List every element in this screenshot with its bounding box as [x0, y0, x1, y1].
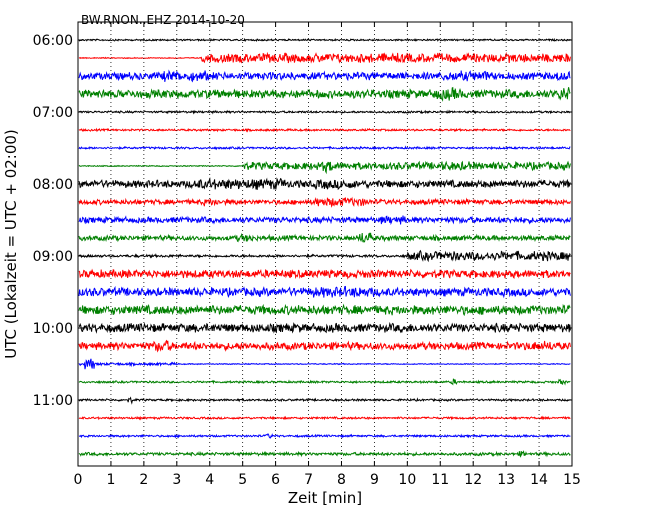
x-tick-label: 11 [431, 472, 449, 488]
plot-frame [77, 21, 573, 467]
y-axis-label: UTC (Lokalzeit = UTC + 02:00) [2, 129, 20, 359]
trace-0745 [78, 160, 571, 175]
trace-1100 [78, 396, 571, 405]
trace-0715 [78, 127, 571, 133]
trace-0700 [78, 109, 571, 115]
y-tick-label: 09:00 [33, 249, 73, 265]
trace-1045 [78, 378, 571, 386]
trace-1130 [78, 432, 571, 439]
trace-1015 [78, 339, 571, 353]
x-tick-label: 0 [74, 472, 83, 488]
x-tick-label: 14 [530, 472, 548, 488]
trace-0730 [78, 145, 571, 151]
trace-0600 [78, 37, 571, 43]
trace-0915 [78, 268, 571, 280]
trace-0630 [78, 69, 571, 83]
x-tick-label: 1 [106, 472, 115, 488]
trace-0945 [78, 303, 571, 317]
x-tick-label: 5 [238, 472, 247, 488]
trace-0830 [78, 215, 571, 226]
y-tick-label: 06:00 [33, 33, 73, 49]
trace-0845 [78, 232, 571, 243]
x-tick-label: 2 [139, 472, 148, 488]
x-axis-ticks: 0 1 2 3 4 5 6 7 8 9 10 11 12 13 14 15 [74, 22, 581, 488]
x-tick-label: 15 [563, 472, 581, 488]
trace-1145 [78, 450, 571, 458]
trace-0615 [78, 51, 571, 64]
trace-0930 [78, 285, 571, 299]
y-tick-label: 11:00 [33, 393, 73, 409]
trace-0800 [78, 177, 571, 191]
x-tick-label: 12 [464, 472, 482, 488]
x-tick-label: 8 [337, 472, 346, 488]
trace-1115 [78, 415, 571, 421]
x-tick-label: 6 [271, 472, 280, 488]
x-tick-label: 7 [304, 472, 313, 488]
trace-0645 [78, 86, 571, 102]
x-tick-label: 3 [172, 472, 181, 488]
trace-0900 [78, 249, 571, 263]
trace-group [78, 37, 571, 458]
x-tick-label: 13 [497, 472, 515, 488]
y-tick-label: 07:00 [33, 105, 73, 121]
y-tick-label: 10:00 [33, 321, 73, 337]
x-tick-label: 9 [370, 472, 379, 488]
trace-1030 [78, 358, 571, 370]
trace-1000 [78, 321, 571, 334]
trace-0815 [78, 196, 571, 208]
y-tick-label: 08:00 [33, 177, 73, 193]
x-axis-label: Zeit [min] [288, 489, 362, 507]
y-axis-ticks: 06:00 07:00 08:00 09:00 10:00 11:00 [33, 33, 572, 409]
chart-title: BW.RNON..EHZ 2014-10-20 [81, 13, 245, 27]
x-tick-label: 4 [205, 472, 214, 488]
x-tick-label: 10 [398, 472, 416, 488]
